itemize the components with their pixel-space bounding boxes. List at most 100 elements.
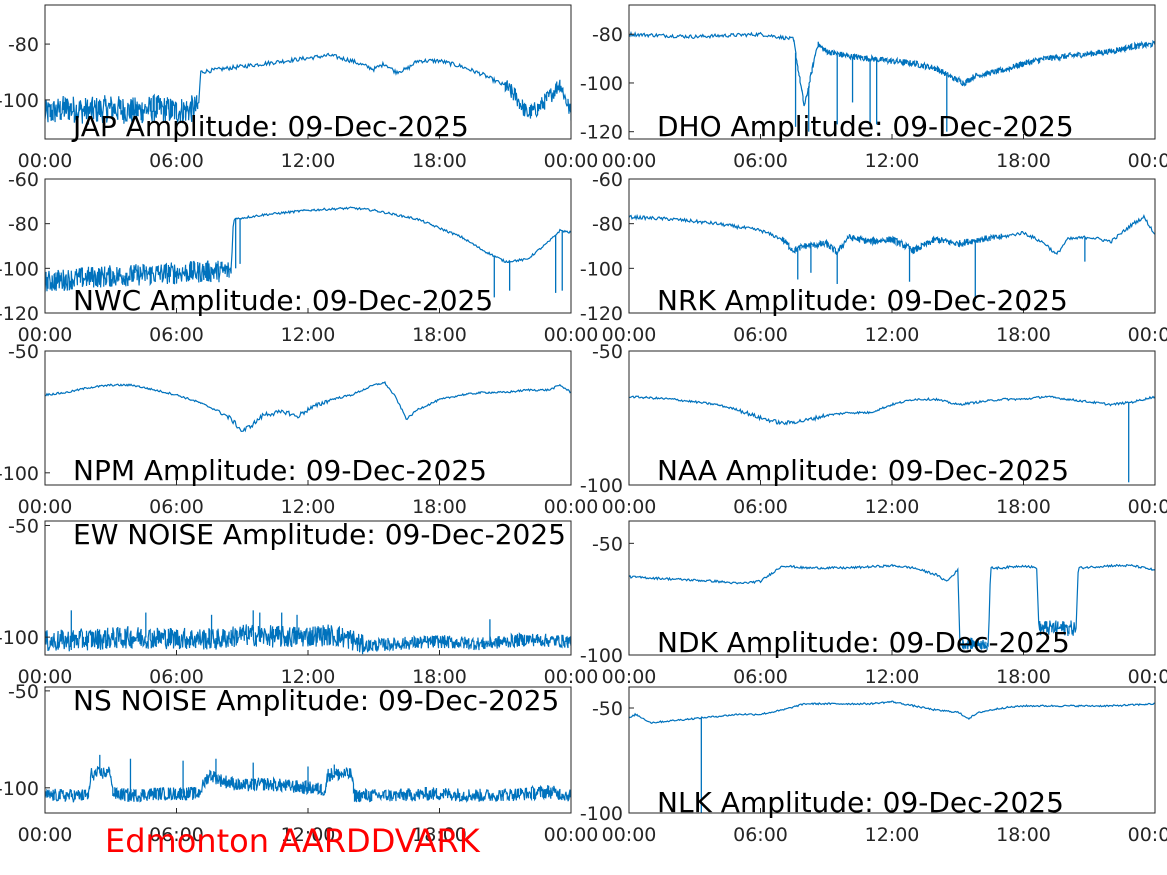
series-line [629, 563, 1155, 651]
x-tick-label: 06:00 [733, 150, 788, 172]
x-tick-label: 00:00 [1128, 666, 1167, 688]
panel-title: NWC Amplitude: 09-Dec-2025 [73, 284, 493, 317]
x-tick-label: 06:00 [149, 666, 204, 688]
y-tick-label: -100 [580, 73, 623, 95]
y-tick-label: -50 [592, 698, 623, 720]
y-tick-label: -50 [592, 533, 623, 555]
y-tick-label: -100 [580, 645, 623, 667]
x-tick-label: 06:00 [149, 824, 204, 846]
x-tick-label: 00:00 [602, 324, 657, 346]
y-tick-label: -100 [0, 90, 39, 112]
x-tick-label: 18:00 [412, 666, 467, 688]
panel-title: NDK Amplitude: 09-Dec-2025 [657, 626, 1070, 659]
series-line [45, 380, 571, 433]
panel-title: DHO Amplitude: 09-Dec-2025 [657, 110, 1074, 143]
series-line [45, 52, 571, 125]
y-tick-label: -60 [8, 169, 39, 191]
x-tick-label: 12:00 [281, 324, 336, 346]
series-line [629, 213, 1155, 256]
x-tick-label: 00:00 [602, 824, 657, 846]
chart-panel-1: 00:00 06:00 12:00 18:00 00:00 -80 -100 JAP Ampl… [0, 4, 599, 172]
x-tick-label: 12:00 [281, 150, 336, 172]
x-tick-label: 00:00 [544, 150, 599, 172]
x-tick-label: 12:00 [865, 824, 920, 846]
y-tick-label: -50 [8, 681, 39, 703]
x-tick-label: 00:00 [18, 324, 73, 346]
chart-panel-10: 00:00 06:00 12:00 18:00 00:00 -50 -100 NLK Ampl… [580, 686, 1167, 846]
x-tick-label: 00:00 [602, 666, 657, 688]
x-tick-label: 00:00 [1128, 496, 1167, 518]
x-tick-label: 18:00 [412, 150, 467, 172]
y-tick-label: -100 [0, 463, 39, 485]
y-tick-label: -120 [580, 303, 623, 325]
y-tick-label: -50 [592, 341, 623, 363]
x-tick-label: 18:00 [996, 324, 1051, 346]
x-tick-label: 12:00 [281, 496, 336, 518]
x-tick-label: 00:00 [18, 666, 73, 688]
panel-title: NAA Amplitude: 09-Dec-2025 [657, 454, 1069, 487]
x-tick-label: 00:00 [544, 324, 599, 346]
x-tick-label: 06:00 [149, 150, 204, 172]
chart-panel-6: 00:00 06:00 12:00 18:00 00:00 -50 -100 NAA Ampl… [580, 341, 1167, 518]
chart-panel-9: 00:00 06:00 12:00 18:00 00:00 -50 -100 NS NOISE… [0, 681, 598, 846]
y-tick-label: -80 [592, 24, 623, 46]
x-tick-label: 00:00 [18, 824, 73, 846]
y-tick-label: -100 [0, 258, 39, 280]
station-label: Edmonton AARDDVARK [105, 822, 480, 860]
panel-title: NPM Amplitude: 09-Dec-2025 [73, 454, 487, 487]
y-tick-label: -120 [580, 122, 623, 144]
chart-panel-5: 00:00 06:00 12:00 18:00 00:00 -50 -100 NPM Ampl… [0, 341, 598, 518]
x-tick-label: 00:00 [544, 496, 599, 518]
panel-title: JAP Amplitude: 09-Dec-2025 [71, 110, 469, 143]
y-tick-label: -100 [0, 627, 39, 649]
x-tick-label: 18:00 [412, 496, 467, 518]
x-tick-label: 00:00 [544, 824, 599, 846]
x-tick-label: 06:00 [733, 324, 788, 346]
x-tick-label: 18:00 [412, 324, 467, 346]
x-tick-label: 00:00 [1128, 150, 1167, 172]
y-tick-label: -60 [592, 169, 623, 191]
x-tick-label: 18:00 [996, 150, 1051, 172]
x-tick-label: 18:00 [996, 666, 1051, 688]
x-tick-label: 06:00 [733, 496, 788, 518]
x-tick-label: 06:00 [733, 824, 788, 846]
y-tick-label: -50 [8, 341, 39, 363]
y-tick-label: -100 [0, 778, 39, 800]
x-tick-label: 00:00 [18, 496, 73, 518]
panel-title: NLK Amplitude: 09-Dec-2025 [657, 786, 1064, 819]
y-tick-label: -120 [0, 303, 39, 325]
x-tick-label: 12:00 [865, 324, 920, 346]
series-line [45, 624, 571, 655]
y-tick-label: -80 [592, 214, 623, 236]
x-tick-label: 12:00 [865, 496, 920, 518]
series-line [629, 700, 1155, 724]
x-tick-label: 06:00 [149, 496, 204, 518]
x-tick-label: 00:00 [602, 496, 657, 518]
x-tick-label: 00:00 [602, 150, 657, 172]
x-tick-label: 12:00 [865, 150, 920, 172]
x-tick-label: 12:00 [281, 824, 336, 846]
series-line [45, 206, 571, 293]
x-tick-label: 00:00 [1128, 324, 1167, 346]
chart-panel-4: 00:00 06:00 12:00 18:00 00:00 -60 -80 -100 -120 N… [580, 169, 1167, 346]
panel-title: NS NOISE Amplitude: 09-Dec-2025 [73, 684, 559, 717]
y-tick-label: -100 [580, 803, 623, 825]
x-tick-label: 12:00 [281, 666, 336, 688]
x-tick-label: 00:00 [18, 150, 73, 172]
panel-title: EW NOISE Amplitude: 09-Dec-2025 [73, 518, 566, 551]
panel-title: NRK Amplitude: 09-Dec-2025 [657, 284, 1068, 317]
x-tick-label: 00:00 [544, 666, 599, 688]
x-tick-label: 12:00 [865, 666, 920, 688]
chart-panel-2: 00:00 06:00 12:00 18:00 00:00 -80 -100 -120 DHO … [580, 4, 1167, 172]
x-tick-label: 06:00 [149, 324, 204, 346]
y-tick-label: -100 [580, 258, 623, 280]
x-tick-label: 06:00 [733, 666, 788, 688]
series-line [629, 395, 1155, 426]
series-line [629, 30, 1155, 107]
chart-panel-3: 00:00 06:00 12:00 18:00 00:00 -60 -80 -100 -120 N… [0, 169, 598, 346]
y-tick-label: -100 [580, 475, 623, 497]
chart-panel-7: 00:00 06:00 12:00 18:00 00:00 -50 -100 EW NOISE… [0, 515, 598, 688]
y-tick-label: -50 [8, 515, 39, 537]
x-tick-label: 18:00 [412, 824, 467, 846]
